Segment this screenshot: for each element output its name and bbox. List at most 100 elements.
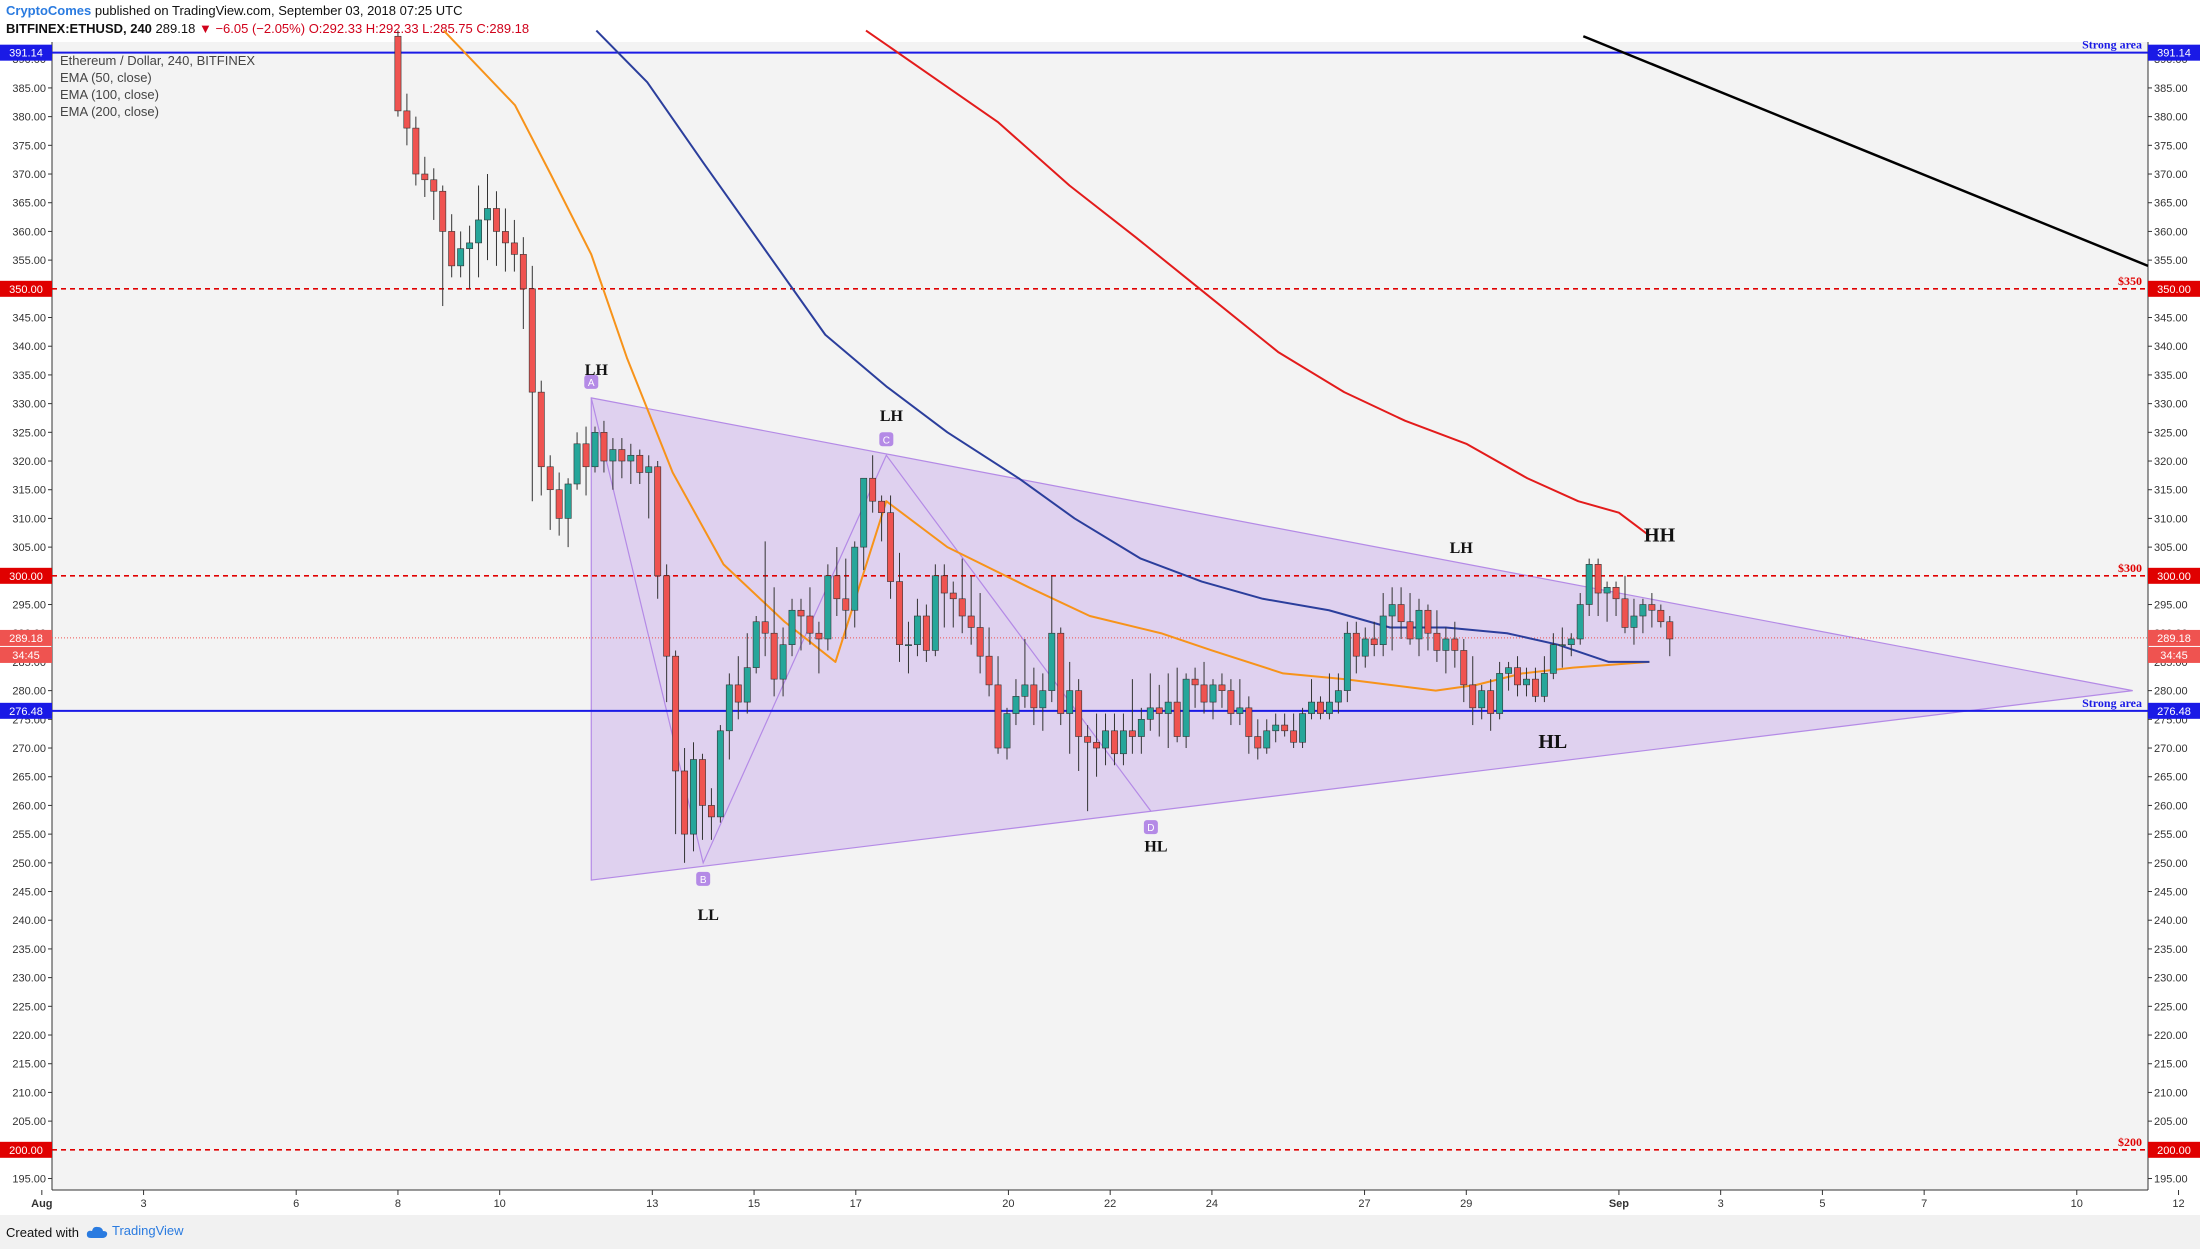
candle-body — [448, 231, 456, 267]
candle-body — [1173, 701, 1181, 737]
trendline-group[interactable] — [1582, 35, 2149, 268]
candle-body — [564, 483, 572, 519]
point-marker-c[interactable] — [879, 432, 894, 447]
countdown-tag-bg — [0, 646, 52, 663]
author-name[interactable]: CryptoComes — [6, 3, 92, 18]
x-tick-label: 10 — [494, 1198, 506, 1210]
y-tick-label-left: 330.00 — [12, 399, 46, 411]
x-tick-label: 22 — [1104, 1198, 1116, 1210]
right-price-axis[interactable] — [2148, 42, 2200, 1190]
candle-body — [1084, 736, 1092, 743]
tradingview-link[interactable]: TradingView — [86, 1223, 184, 1239]
candle-body — [1424, 609, 1432, 634]
candle-body — [1451, 638, 1459, 651]
candle-body — [1460, 650, 1468, 686]
candle-body — [484, 208, 491, 221]
candle-body — [493, 208, 500, 232]
level-0-tag-bg — [0, 44, 52, 61]
level-4-tag-bg — [0, 1141, 52, 1158]
annotation-lh-1: LH — [880, 408, 904, 425]
candle-body — [770, 632, 778, 680]
level-text-3: Strong area — [2082, 696, 2142, 710]
candle-body — [672, 655, 680, 772]
candle-body — [1191, 678, 1199, 686]
point-marker-b[interactable] — [696, 871, 711, 886]
candle-body — [976, 627, 984, 657]
x-tick-label: 24 — [1206, 1198, 1218, 1210]
level-3-tag-label: 276.48 — [2157, 706, 2191, 718]
level-0-tag-label: 391.14 — [9, 48, 43, 60]
y-tick-label-right: 250.00 — [2154, 858, 2188, 870]
y-tick-label-right: 315.00 — [2154, 485, 2188, 497]
x-tick-label: 29 — [1460, 1198, 1472, 1210]
descending-trendline[interactable] — [1582, 35, 2149, 268]
annotation-lh-4: LH — [1450, 540, 1474, 557]
candle-body — [1585, 564, 1593, 605]
candle-body — [1308, 701, 1315, 714]
candle-body — [645, 466, 653, 473]
point-label-a: A — [588, 378, 595, 389]
candle-body — [985, 655, 993, 686]
x-tick-label: 5 — [1819, 1198, 1825, 1210]
candle-body — [1603, 586, 1611, 594]
level-4-tag-label: 200.00 — [9, 1145, 43, 1157]
candle-body — [779, 644, 787, 680]
ema-line-1[interactable] — [595, 29, 1650, 663]
y-tick-label-right: 265.00 — [2154, 772, 2188, 784]
y-tick-label-left: 340.00 — [12, 341, 46, 353]
candle-body — [788, 609, 796, 646]
candle-body — [1209, 684, 1217, 703]
candle-body — [475, 219, 482, 244]
candle-body — [1227, 690, 1235, 714]
y-tick-label-left: 385.00 — [12, 83, 46, 95]
x-tick-label: 20 — [1002, 1198, 1014, 1210]
left-price-axis[interactable] — [0, 42, 52, 1190]
candle-body — [627, 454, 635, 462]
price-tags: 391.14 391.14 350.00 350.00 300.00 300.00 276.… — [0, 44, 2200, 1158]
candle-body — [797, 609, 805, 617]
ema-line-2[interactable] — [865, 29, 1651, 537]
symbol-info: BITFINEX:ETHUSD, 240 289.18 ▼ −6.05 (−2.… — [6, 21, 529, 36]
annotation-hh-5: HH — [1644, 524, 1676, 546]
level-4-tag-label: 200.00 — [2157, 1145, 2191, 1157]
candle-body — [681, 770, 688, 835]
candle-body — [1388, 604, 1396, 617]
time-axis[interactable] — [0, 1190, 2200, 1215]
candle-body — [860, 477, 868, 548]
candle-body — [421, 173, 429, 181]
y-tick-label-right: 205.00 — [2154, 1116, 2188, 1128]
point-label-c: C — [883, 435, 890, 446]
y-tick-label-left: 380.00 — [12, 112, 46, 124]
candle-body — [1639, 604, 1647, 617]
candle-body — [394, 35, 402, 112]
y-tick-label-left: 250.00 — [12, 858, 46, 870]
level-2-tag-bg — [2148, 567, 2200, 584]
y-tick-label-left: 360.00 — [12, 226, 46, 238]
point-marker-a[interactable] — [584, 374, 599, 389]
x-axis-ticks: Aug368101315172022242729Sep357101214 — [31, 1190, 2185, 1210]
y-tick-label-right: 245.00 — [2154, 887, 2188, 899]
countdown-tag-bg — [2148, 646, 2200, 663]
candle-body — [663, 575, 671, 657]
point-marker-d[interactable] — [1143, 820, 1158, 835]
y-tick-label-left: 225.00 — [12, 1001, 46, 1013]
level-1-tag-label: 350.00 — [9, 284, 43, 296]
candle-body — [1397, 604, 1405, 623]
candle-body — [1075, 690, 1083, 737]
last-price-tag-label: 289.18 — [2157, 633, 2191, 645]
y-tick-label-right: 345.00 — [2154, 313, 2188, 325]
y-tick-label-left: 265.00 — [12, 772, 46, 784]
level-2-tag-label: 300.00 — [2157, 571, 2191, 583]
level-text-1: $350 — [2118, 274, 2142, 288]
level-0-tag-label: 391.14 — [2157, 48, 2191, 60]
candle-body — [609, 449, 617, 462]
candle-body — [1442, 638, 1450, 651]
y-tick-label-left: 355.00 — [12, 255, 46, 267]
ema-line-0[interactable] — [443, 29, 1650, 692]
symbol-label: BITFINEX:ETHUSD, 240 — [6, 21, 152, 36]
level-text-2: $300 — [2118, 561, 2142, 575]
y-tick-label-left: 375.00 — [12, 140, 46, 152]
y-tick-label-right: 215.00 — [2154, 1059, 2188, 1071]
candle-body — [1469, 684, 1477, 709]
